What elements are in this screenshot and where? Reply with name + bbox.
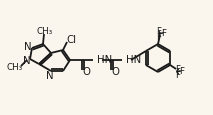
Text: CH₃: CH₃ [7, 63, 23, 72]
Text: F: F [161, 29, 167, 38]
Text: F: F [176, 65, 181, 74]
Text: N: N [46, 70, 54, 80]
Text: O: O [111, 66, 119, 76]
Text: HN: HN [97, 55, 112, 64]
Text: O: O [82, 66, 90, 76]
Text: F: F [157, 32, 161, 41]
Text: F: F [157, 27, 161, 36]
Text: CH₃: CH₃ [37, 26, 53, 35]
Text: F: F [176, 71, 181, 80]
Text: Cl: Cl [66, 35, 76, 45]
Text: N: N [24, 42, 32, 52]
Text: HN: HN [126, 55, 141, 64]
Text: N: N [23, 56, 31, 65]
Text: F: F [180, 67, 185, 76]
